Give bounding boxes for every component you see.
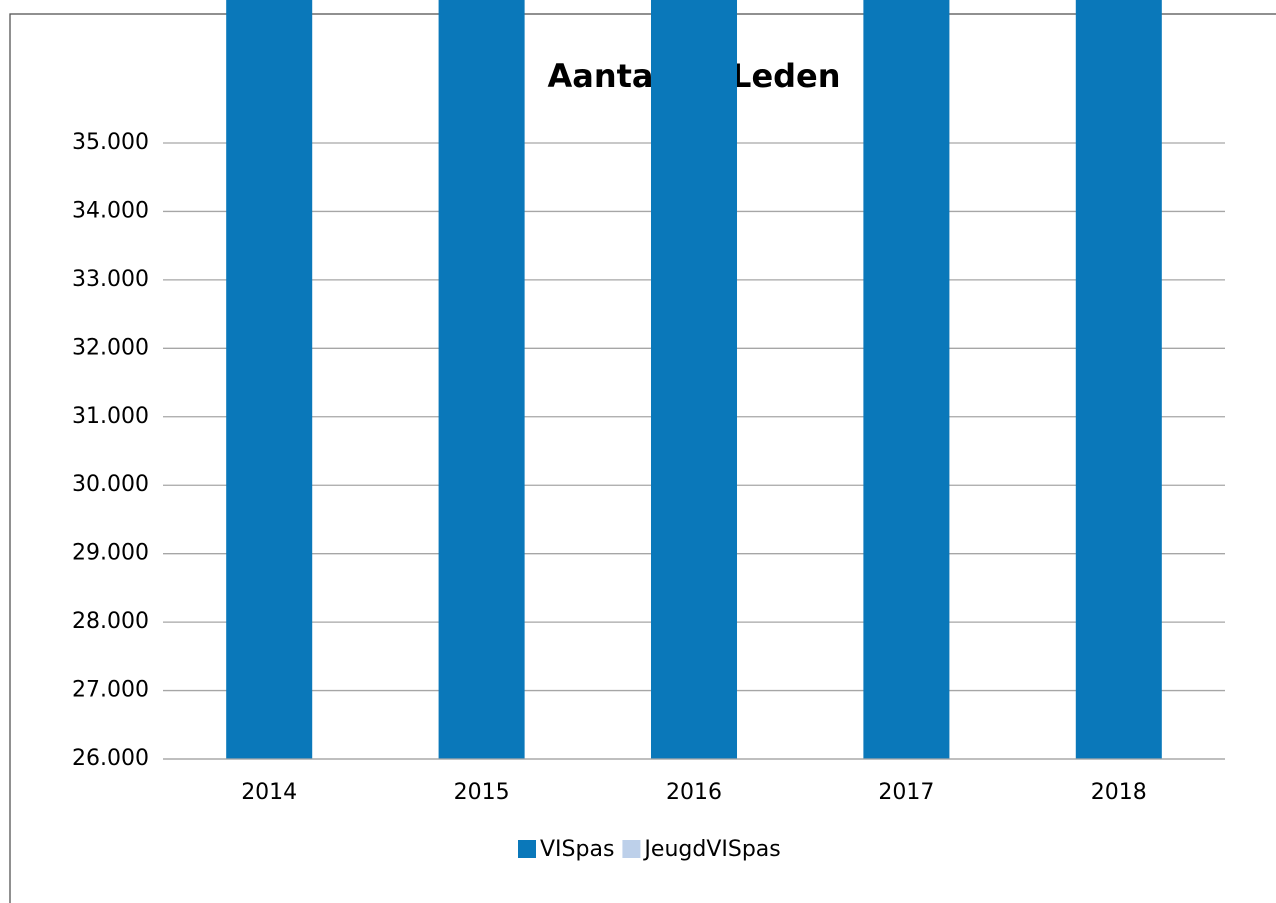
y-tick-label: 28.000 bbox=[72, 609, 149, 634]
x-tick-label: 2015 bbox=[454, 780, 510, 805]
legend-label: VISpas bbox=[540, 837, 614, 862]
x-tick-label: 2014 bbox=[241, 780, 297, 805]
chart-border bbox=[9, 13, 1276, 903]
y-tick-label: 29.000 bbox=[72, 541, 149, 566]
y-tick-label: 34.000 bbox=[72, 198, 149, 223]
x-tick-label: 2016 bbox=[666, 780, 722, 805]
y-tick-label: 32.000 bbox=[72, 335, 149, 360]
legend-label: JeugdVISpas bbox=[642, 837, 780, 862]
x-tick-label: 2018 bbox=[1091, 780, 1147, 805]
y-tick-label: 35.000 bbox=[72, 130, 149, 155]
y-tick-label: 26.000 bbox=[72, 746, 149, 771]
legend-swatch bbox=[622, 840, 641, 858]
y-tick-label: 31.000 bbox=[72, 404, 149, 429]
bar-segment bbox=[226, 0, 313, 759]
bar-segment bbox=[438, 0, 525, 759]
x-tick-label: 2017 bbox=[878, 780, 934, 805]
legend-swatch bbox=[518, 840, 536, 858]
bar-segment bbox=[1075, 0, 1162, 759]
y-tick-label: 33.000 bbox=[72, 267, 149, 292]
bar-segment bbox=[650, 0, 738, 759]
y-tick-label: 27.000 bbox=[72, 678, 149, 703]
bar-segment bbox=[863, 0, 950, 759]
y-tick-label: 30.000 bbox=[72, 472, 149, 497]
